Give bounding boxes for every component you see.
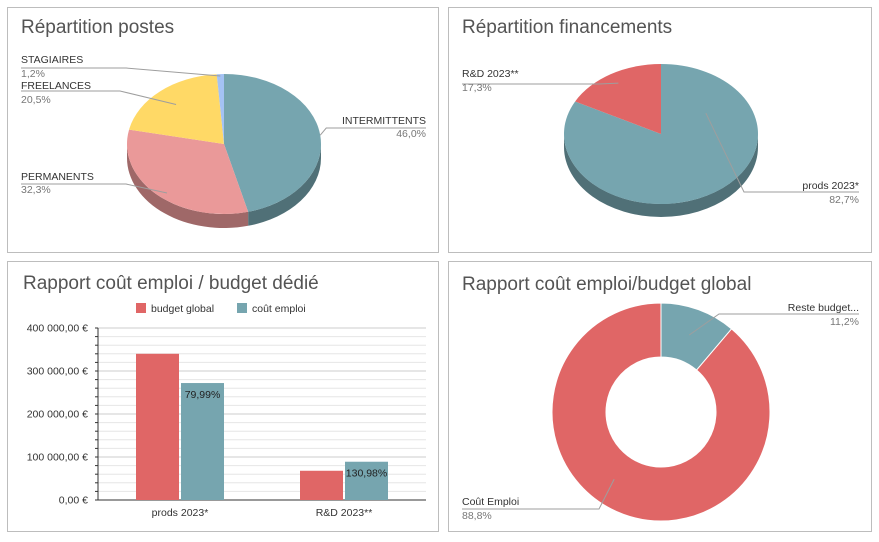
leader-line <box>688 313 859 336</box>
x-tick-label: R&D 2023** <box>316 507 373 519</box>
y-tick-label: 0,00 € <box>59 495 88 507</box>
y-tick-label: 100 000,00 € <box>27 452 88 464</box>
slice-label: INTERMITTENTS <box>342 115 426 127</box>
y-tick-label: 300 000,00 € <box>27 366 88 378</box>
slice-label: R&D 2023** <box>462 68 519 80</box>
slice-label: prods 2023* <box>802 180 859 192</box>
slice-value: 46,0% <box>396 128 426 140</box>
slice-value: 17,3% <box>462 82 492 94</box>
chart-panel-rapport-budget-global: Rapport coût emploi/budget global Reste … <box>448 261 872 532</box>
chart-panel-repartition-financements: Répartition financements prods 2023* 82,7… <box>448 7 872 253</box>
slice-value: 88,8% <box>462 510 492 522</box>
slice-label: Coût Emploi <box>462 496 519 508</box>
chart-title: Rapport coût emploi / budget dédié <box>23 273 319 294</box>
pie-side-intermittents <box>248 144 321 226</box>
legend-swatch-budget-global <box>136 303 146 313</box>
slice-label: STAGIAIRES <box>21 54 83 66</box>
legend-label: coût emploi <box>252 303 306 315</box>
bar-data-label: 130,98% <box>346 468 387 480</box>
pie-slice-freelances <box>129 74 224 144</box>
pie-slice-prods-2023 <box>563 64 758 204</box>
slice-label: FREELANCES <box>21 80 91 92</box>
leader-line <box>319 127 426 136</box>
slice-label: Reste budget... <box>788 302 859 314</box>
chart-title: Répartition financements <box>462 17 673 38</box>
chart-panel-rapport-budget-dedie: Rapport coût emploi / budget dédié 0,00 … <box>7 261 439 532</box>
donut-chart-budget-global[interactable]: Reste budget... 11,2% Coût Emploi 88,8% <box>449 262 872 532</box>
y-tick-label: 400 000,00 € <box>27 323 88 335</box>
bar-data-label: 79,99% <box>185 389 221 401</box>
leader-line <box>21 90 177 105</box>
legend-label: budget global <box>151 303 214 315</box>
bar-co-t-emploi-r-d-2023 <box>345 461 388 500</box>
chart-panel-repartition-postes: Répartition postes INTERMITTENTS 46,0% PER… <box>7 7 439 253</box>
bar-chart-budget[interactable]: 0,00 € 100 000,00 € 200 000,00 € 300 000,00… <box>8 262 439 532</box>
slice-label: PERMANENTS <box>21 171 94 183</box>
chart-title: Répartition postes <box>21 17 175 38</box>
y-tick-label: 200 000,00 € <box>27 409 88 421</box>
slice-value: 11,2% <box>830 316 859 328</box>
pie-side-permanents <box>127 144 249 228</box>
x-tick-label: prods 2023* <box>152 507 209 519</box>
bar-budget-global-prods-2023 <box>136 353 179 500</box>
legend-swatch-co-t-emploi <box>237 303 247 313</box>
pie-chart-financements[interactable]: prods 2023* 82,7% R&D 2023** 17,3% <box>449 8 872 253</box>
bar-co-t-emploi-prods-2023 <box>181 383 224 500</box>
leader-line <box>462 479 615 510</box>
pie-slice-intermittents <box>224 74 322 212</box>
donut-slice-co-t-emploi <box>551 302 771 522</box>
slice-value: 1,2% <box>21 68 45 80</box>
pie-slice-stagiaires <box>216 74 224 144</box>
slice-value: 32,3% <box>21 184 51 196</box>
slice-value: 20,5% <box>21 94 51 106</box>
chart-title: Rapport coût emploi/budget global <box>462 274 752 295</box>
slice-value: 82,7% <box>829 194 859 206</box>
bar-budget-global-r-d-2023 <box>300 470 343 500</box>
leader-line <box>21 67 221 77</box>
leader-line <box>705 112 859 193</box>
leader-line <box>21 183 168 194</box>
pie-side-prods-2023 <box>564 134 758 217</box>
leader-line <box>462 82 619 85</box>
pie-slice-r-d-2023 <box>575 64 661 134</box>
pie-slice-permanents <box>127 129 249 214</box>
